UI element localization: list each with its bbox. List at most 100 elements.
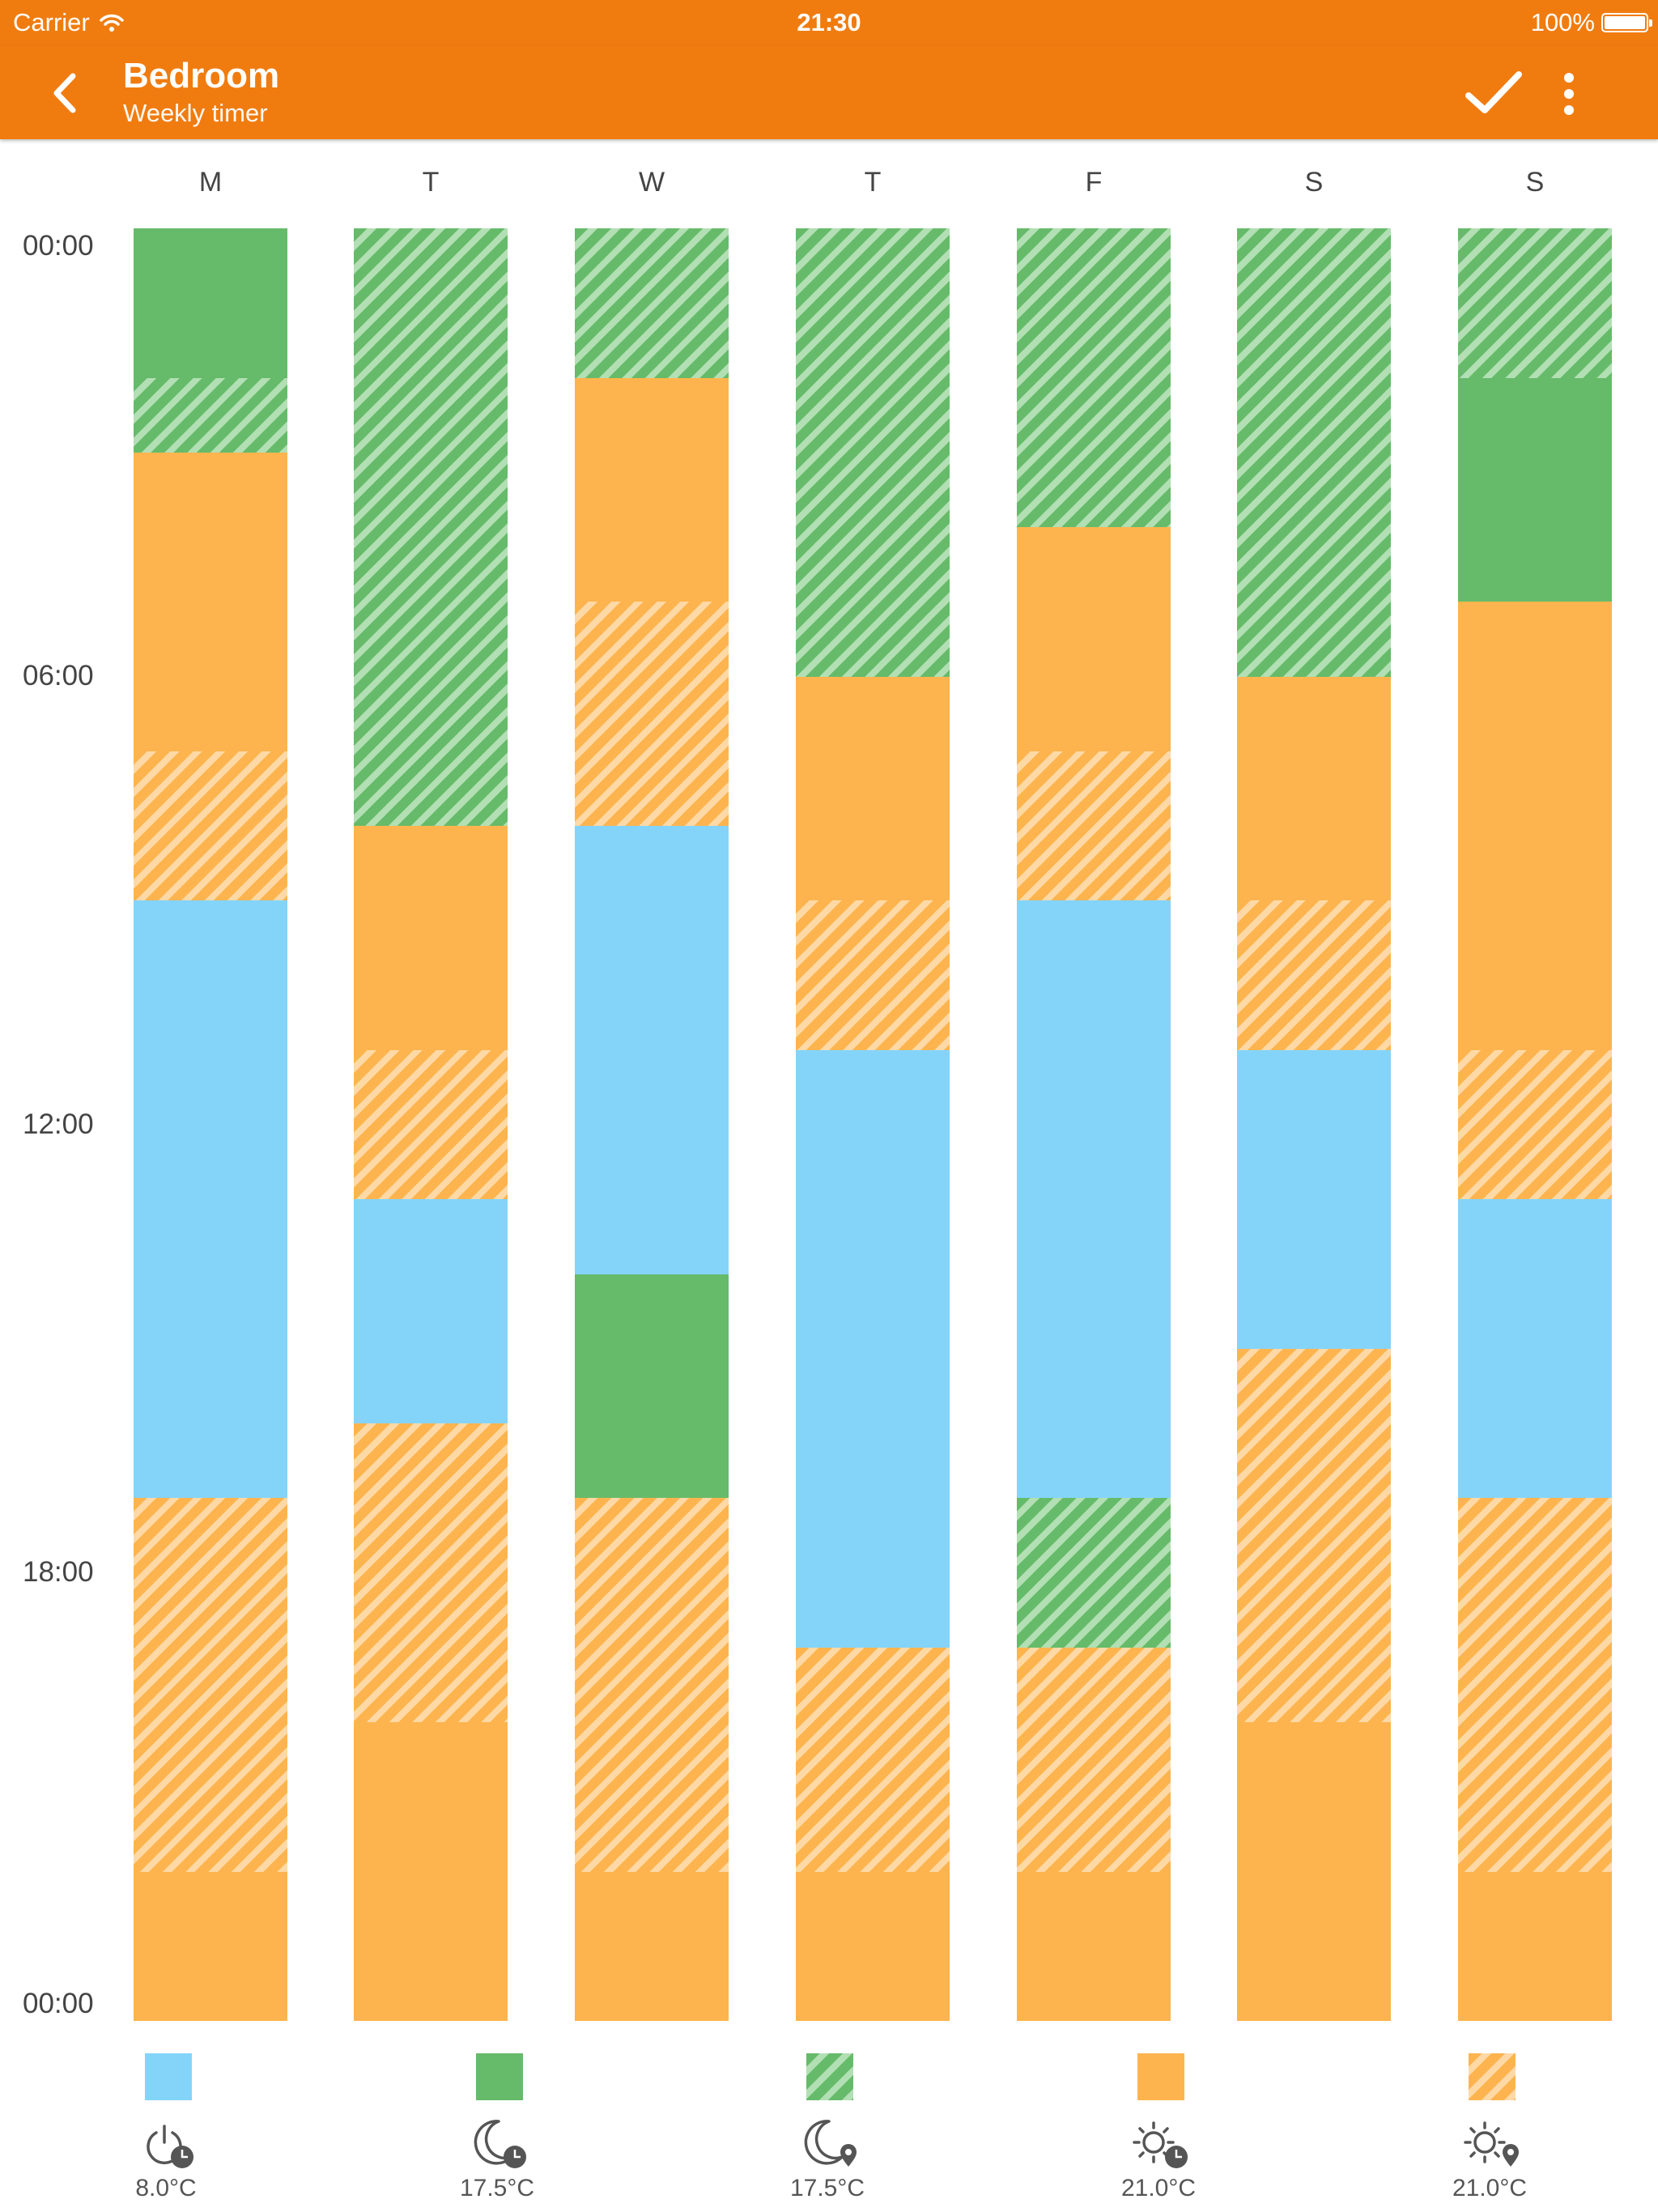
day-header-wed: W bbox=[638, 167, 665, 198]
save-button[interactable] bbox=[1457, 62, 1530, 126]
schedule-block-comfort-timer[interactable] bbox=[354, 1722, 508, 2021]
legend-temp-comfort: 21.0°C bbox=[1120, 2175, 1197, 2201]
legend-temp-off: 8.0°C bbox=[135, 2175, 197, 2201]
legend-swatch-comfort bbox=[1137, 2053, 1184, 2100]
schedule-block-off-timer[interactable] bbox=[134, 900, 287, 1498]
title-block: Bedroom Weekly timer bbox=[123, 53, 279, 128]
schedule-block-off-timer[interactable] bbox=[575, 826, 729, 1274]
legend-swatch-eco bbox=[476, 2053, 523, 2100]
schedule-block-off-timer[interactable] bbox=[1017, 900, 1171, 1498]
battery-icon bbox=[1601, 13, 1652, 32]
day-column-wed[interactable] bbox=[575, 228, 729, 2021]
power-clock-icon bbox=[147, 2125, 193, 2168]
schedule-block-comfort-timer[interactable] bbox=[1237, 677, 1391, 900]
schedule-block-comfort-timer[interactable] bbox=[1458, 602, 1612, 1050]
legend-swatch-eco-presence bbox=[806, 2053, 853, 2100]
schedule-block-eco-timer[interactable] bbox=[575, 1274, 729, 1498]
day-column-sun[interactable] bbox=[1458, 228, 1612, 2021]
day-column-sat[interactable] bbox=[1237, 228, 1391, 2021]
more-options-button[interactable] bbox=[1548, 62, 1596, 126]
schedule-block-eco-timer[interactable] bbox=[1458, 378, 1612, 602]
schedule-block-comfort-timer[interactable] bbox=[134, 1872, 287, 2021]
schedule-block-eco-presence[interactable] bbox=[354, 228, 508, 826]
day-header-mon: M bbox=[198, 167, 223, 198]
status-bar: Carrier 21:30 100% bbox=[0, 0, 1658, 45]
legend-swatch-comfort-presence bbox=[1469, 2053, 1516, 2100]
schedule-block-comfort-presence[interactable] bbox=[575, 1498, 729, 1872]
schedule-block-eco-presence[interactable] bbox=[796, 228, 950, 677]
sun-location-icon bbox=[1464, 2121, 1519, 2167]
carrier: Carrier bbox=[13, 8, 124, 37]
schedule-block-comfort-presence[interactable] bbox=[796, 900, 950, 1050]
schedule-block-comfort-timer[interactable] bbox=[1017, 527, 1171, 751]
schedule-block-off-timer[interactable] bbox=[354, 1199, 508, 1423]
schedule-block-comfort-presence[interactable] bbox=[1237, 1349, 1391, 1722]
back-button[interactable] bbox=[37, 65, 94, 121]
schedule-block-comfort-presence[interactable] bbox=[134, 751, 287, 900]
day-column-thu[interactable] bbox=[796, 228, 950, 2021]
day-header-sun: S bbox=[1525, 167, 1545, 198]
time-label-1200: 12:00 bbox=[23, 1108, 94, 1140]
legend-temp-eco-presence: 17.5°C bbox=[789, 2175, 865, 2201]
schedule-block-eco-presence[interactable] bbox=[575, 228, 729, 378]
schedule-block-off-timer[interactable] bbox=[796, 1050, 950, 1648]
legend-item-comfort-timer[interactable]: 21.0°C bbox=[1078, 2053, 1239, 2207]
day-header-tue: T bbox=[422, 167, 440, 198]
schedule-block-comfort-presence[interactable] bbox=[1017, 1648, 1171, 1872]
moon-location-icon bbox=[804, 2120, 857, 2167]
schedule-block-comfort-presence[interactable] bbox=[1458, 1050, 1612, 1199]
schedule-block-comfort-timer[interactable] bbox=[1458, 1872, 1612, 2021]
schedule-block-comfort-timer[interactable] bbox=[1017, 1872, 1171, 2021]
schedule-block-comfort-presence[interactable] bbox=[575, 602, 729, 826]
schedule-block-eco-presence[interactable] bbox=[1017, 228, 1171, 527]
schedule-block-comfort-timer[interactable] bbox=[575, 378, 729, 602]
schedule-block-eco-timer[interactable] bbox=[134, 228, 287, 378]
schedule-block-eco-presence[interactable] bbox=[1458, 228, 1612, 378]
schedule-block-comfort-presence[interactable] bbox=[796, 1648, 950, 1872]
schedule-block-comfort-timer[interactable] bbox=[796, 677, 950, 900]
time-label-1800: 18:00 bbox=[23, 1556, 94, 1588]
battery-percent: 100% bbox=[1530, 8, 1595, 36]
schedule-block-comfort-presence[interactable] bbox=[354, 1050, 508, 1199]
day-column-tue[interactable] bbox=[354, 228, 508, 2021]
legend-item-off-timer[interactable]: 8.0°C bbox=[85, 2053, 247, 2207]
schedule-block-comfort-presence[interactable] bbox=[1237, 900, 1391, 1050]
page-title: Bedroom bbox=[123, 56, 280, 96]
schedule-block-off-timer[interactable] bbox=[1237, 1050, 1391, 1349]
day-header-sat: S bbox=[1304, 167, 1324, 198]
schedule-block-eco-presence[interactable] bbox=[134, 378, 287, 453]
sun-clock-icon bbox=[1133, 2121, 1188, 2168]
schedule-block-eco-presence[interactable] bbox=[1017, 1498, 1171, 1648]
moon-clock-icon bbox=[474, 2120, 526, 2168]
day-header-fri: F bbox=[1085, 167, 1103, 198]
day-column-mon[interactable] bbox=[134, 228, 287, 2021]
schedule-block-comfort-presence[interactable] bbox=[354, 1423, 508, 1722]
legend-temp-comfort-presence: 21.0°C bbox=[1452, 2175, 1528, 2201]
schedule-block-off-timer[interactable] bbox=[1458, 1199, 1612, 1498]
schedule-block-comfort-presence[interactable] bbox=[1458, 1498, 1612, 1872]
schedule-block-comfort-timer[interactable] bbox=[796, 1872, 950, 2021]
schedule-block-comfort-presence[interactable] bbox=[1017, 751, 1171, 900]
legend-item-comfort-presence[interactable]: 21.0°C bbox=[1409, 2053, 1571, 2207]
schedule-block-comfort-timer[interactable] bbox=[354, 826, 508, 1050]
legend-item-eco-presence[interactable]: 17.5°C bbox=[746, 2053, 908, 2207]
schedule-block-comfort-timer[interactable] bbox=[1237, 1722, 1391, 2021]
carrier-label: Carrier bbox=[13, 8, 90, 36]
schedule-block-comfort-timer[interactable] bbox=[134, 453, 287, 751]
schedule-block-comfort-timer[interactable] bbox=[575, 1872, 729, 2021]
schedule-block-eco-presence[interactable] bbox=[1237, 228, 1391, 677]
battery-status: 100% bbox=[1530, 8, 1652, 37]
legend-item-eco-timer[interactable]: 17.5°C bbox=[416, 2053, 578, 2207]
day-header-thu: T bbox=[864, 167, 882, 198]
check-icon bbox=[1465, 71, 1522, 113]
time-label-0000: 00:00 bbox=[23, 230, 94, 262]
time-label-2400: 00:00 bbox=[23, 1988, 94, 2019]
app-bar: Bedroom Weekly timer bbox=[0, 45, 1658, 139]
legend-swatch-off bbox=[145, 2053, 192, 2100]
more-vert-icon bbox=[1564, 73, 1574, 115]
day-column-fri[interactable] bbox=[1017, 228, 1171, 2021]
chevron-left-icon bbox=[53, 73, 76, 113]
schedule-block-comfort-presence[interactable] bbox=[134, 1498, 287, 1872]
time-label-0600: 06:00 bbox=[23, 660, 94, 691]
legend-temp-eco: 17.5°C bbox=[459, 2175, 535, 2201]
